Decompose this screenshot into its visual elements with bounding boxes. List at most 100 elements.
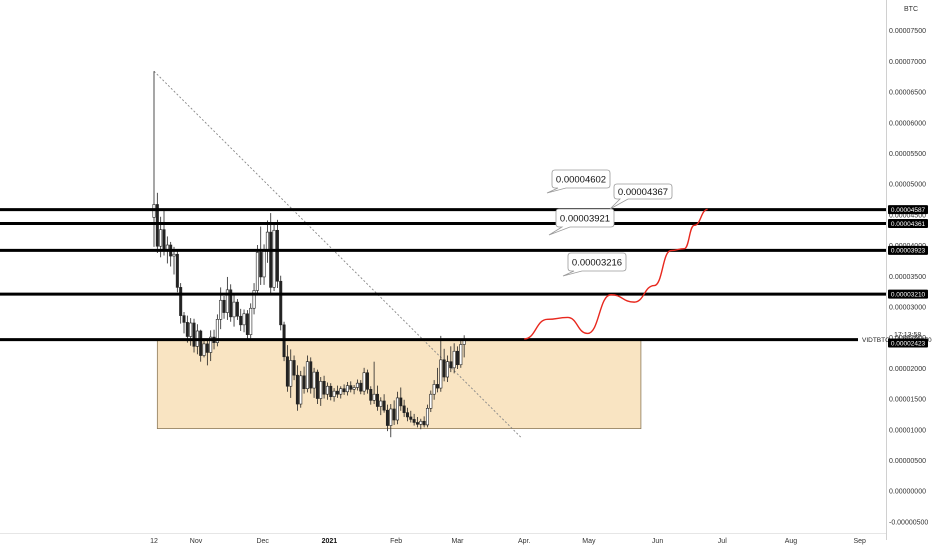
- y-tick-label: 0.00007500: [889, 28, 926, 35]
- x-tick-label: Feb: [390, 538, 402, 545]
- candle: [302, 366, 306, 394]
- candle: [455, 346, 459, 370]
- callout-text: 0.00003921: [560, 214, 610, 225]
- candle-body: [285, 356, 289, 387]
- x-tick-label: Aug: [785, 538, 798, 545]
- last-price-tag-bg: [888, 338, 928, 348]
- candle-body: [242, 313, 246, 326]
- y-tick-label: 0.00003000: [889, 305, 926, 312]
- x-tick-label: Apr.: [518, 538, 531, 545]
- last-price-text: 0.00002423: [891, 340, 926, 347]
- x-tick-label: 2021: [322, 538, 338, 545]
- price-callout[interactable]: 0.00003216: [562, 252, 627, 277]
- candle: [389, 404, 393, 438]
- candle: [445, 355, 449, 382]
- candle-body: [215, 319, 219, 343]
- candle-body: [392, 408, 396, 421]
- candle-body: [425, 408, 429, 426]
- candle: [312, 367, 316, 398]
- candle: [239, 308, 243, 331]
- candle-body: [452, 350, 456, 369]
- candle: [305, 355, 309, 393]
- candle: [285, 345, 289, 392]
- candle-body: [319, 381, 323, 399]
- candle-body: [205, 343, 209, 353]
- candle-body: [335, 390, 339, 395]
- candle: [442, 348, 446, 382]
- candle: [332, 388, 336, 402]
- candle: [362, 367, 366, 395]
- candle-body: [419, 420, 423, 425]
- price-callout[interactable]: 0.00004367: [609, 183, 673, 210]
- candle: [392, 400, 396, 425]
- candle-body: [222, 299, 226, 313]
- candle-body: [382, 400, 386, 411]
- candle: [405, 407, 409, 422]
- callout-bubble: [562, 252, 627, 277]
- candle-body: [269, 231, 273, 288]
- y-tick-label: 0.00006500: [889, 90, 926, 97]
- range-box[interactable]: [156, 339, 642, 430]
- candle-body: [239, 315, 243, 326]
- candle-body: [442, 359, 446, 378]
- candle-body: [219, 299, 223, 320]
- candle: [282, 321, 286, 362]
- candle-body: [315, 371, 319, 399]
- candle-body: [159, 229, 163, 247]
- candle-body: [439, 359, 443, 389]
- candle-body: [265, 231, 269, 252]
- x-tick-label: Dec: [256, 538, 269, 545]
- y-tick-label: 0.00007000: [889, 59, 926, 66]
- projection-path[interactable]: [524, 208, 708, 340]
- candle-body: [322, 381, 326, 395]
- level-price-tag-text: 0.00004587: [891, 207, 926, 214]
- candle: [382, 394, 386, 413]
- candle: [259, 226, 263, 285]
- candle-body: [325, 385, 329, 395]
- candle-body: [225, 289, 229, 313]
- candle: [425, 404, 429, 428]
- candle: [179, 283, 183, 324]
- candle-body: [305, 361, 309, 389]
- candle: [372, 361, 376, 405]
- candle-body: [262, 250, 266, 278]
- candle-body: [189, 322, 193, 337]
- candle: [322, 375, 326, 399]
- candle-body: [172, 253, 176, 257]
- candle: [379, 397, 383, 416]
- candle-body: [249, 307, 253, 335]
- candle: [355, 379, 359, 391]
- candle: [402, 399, 406, 417]
- candle: [199, 329, 203, 362]
- level-price-tag-bg: [888, 245, 928, 255]
- candle: [419, 418, 423, 430]
- level-price-tag: 0.00003210: [888, 289, 928, 299]
- currency-label: BTC: [904, 6, 918, 13]
- candle-body: [199, 330, 203, 356]
- candle-body: [332, 390, 336, 397]
- candle-body: [295, 374, 299, 405]
- candle-body: [355, 382, 359, 388]
- candle-body: [429, 393, 433, 409]
- candle-body: [365, 372, 369, 390]
- candle-body: [379, 400, 383, 407]
- last-price-tag: 0.00002423: [888, 338, 928, 348]
- candle: [225, 276, 229, 320]
- candle: [315, 369, 319, 405]
- callout-text: 0.00004602: [556, 175, 606, 186]
- candle: [229, 284, 233, 322]
- candle: [235, 299, 239, 320]
- candle: [275, 219, 279, 288]
- candle: [252, 283, 256, 315]
- candle-body: [385, 409, 389, 426]
- candle-body: [202, 343, 206, 356]
- candle: [175, 251, 179, 293]
- x-tick-label: Nov: [190, 538, 203, 545]
- y-tick-label: 0.00003500: [889, 274, 926, 281]
- candle-body: [349, 385, 353, 390]
- candle-body: [432, 384, 436, 395]
- candle: [269, 213, 273, 296]
- price-callout[interactable]: 0.00003921: [548, 208, 615, 236]
- price-callout[interactable]: 0.00004602: [546, 169, 611, 194]
